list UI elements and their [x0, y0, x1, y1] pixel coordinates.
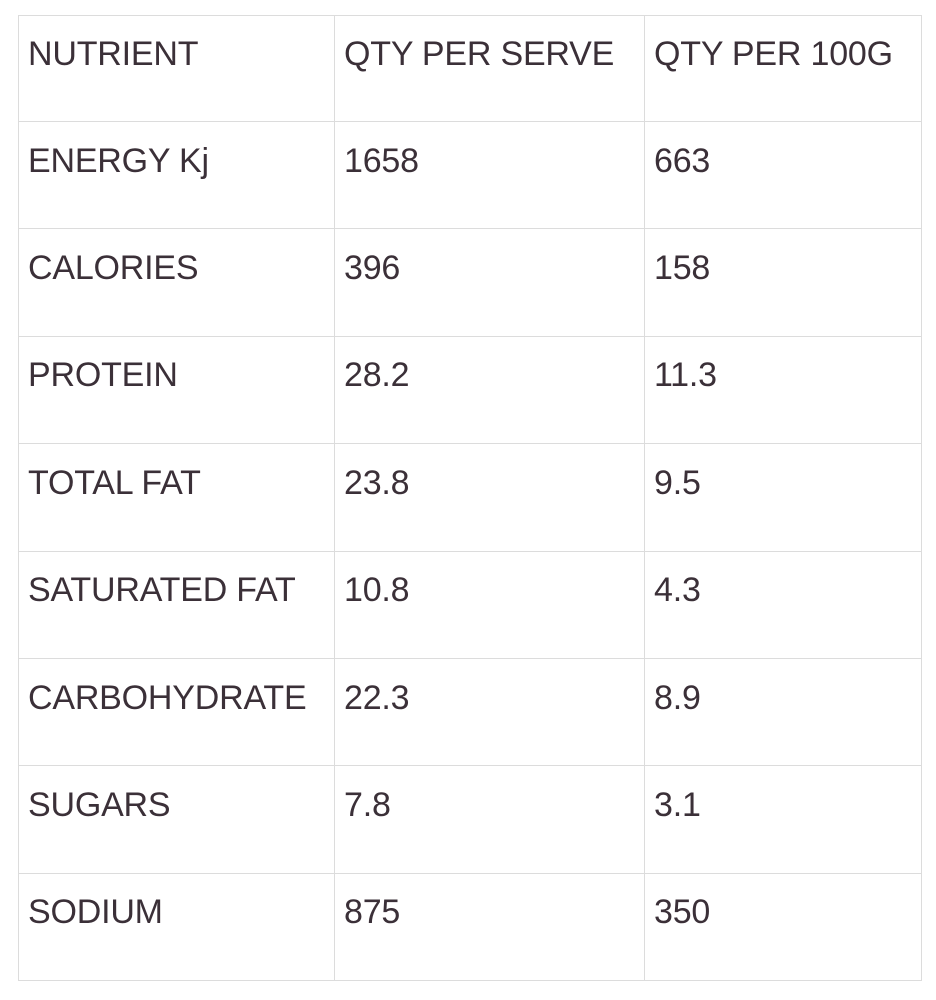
qty-per-100g-value: 9.5 — [654, 463, 701, 502]
qty-per-100g-cell: 663 — [644, 120, 922, 230]
table-row: CARBOHYDRATE 22.3 8.9 — [18, 657, 922, 767]
qty-per-100g-cell: 11.3 — [644, 335, 922, 445]
qty-per-100g-value: 8.9 — [654, 678, 701, 717]
nutrient-cell: ENERGY Kj — [18, 120, 335, 230]
qty-per-serve-cell: 22.3 — [334, 657, 645, 767]
nutrient-cell: SUGARS — [18, 765, 335, 874]
qty-per-serve-value: 10.8 — [344, 571, 410, 610]
table-row: SUGARS 7.8 3.1 — [18, 765, 922, 874]
nutrient-cell: PROTEIN — [18, 335, 335, 445]
header-nutrient-label: NUTRIENT — [28, 35, 199, 73]
qty-per-serve-cell: 875 — [334, 872, 645, 982]
qty-per-serve-cell: 396 — [334, 228, 645, 337]
nutrient-name: CALORIES — [28, 249, 199, 288]
header-qty-per-100g: QTY PER 100G — [644, 15, 922, 122]
nutrient-cell: CALORIES — [18, 228, 335, 337]
header-qty-per-100g-label: QTY PER 100G — [654, 35, 893, 73]
nutrient-cell: SATURATED FAT — [18, 550, 335, 659]
nutrient-name: SUGARS — [28, 785, 171, 824]
nutrient-name: SODIUM — [28, 893, 163, 932]
nutrient-cell: TOTAL FAT — [18, 443, 335, 552]
nutrient-name: ENERGY Kj — [28, 141, 209, 180]
qty-per-serve-value: 875 — [344, 893, 401, 932]
header-qty-per-serve-label: QTY PER SERVE — [344, 35, 615, 73]
table-row: ENERGY Kj 1658 663 — [18, 120, 922, 230]
qty-per-serve-cell: 7.8 — [334, 765, 645, 874]
qty-per-serve-cell: 28.2 — [334, 335, 645, 445]
table-row: SODIUM 875 350 — [18, 872, 922, 982]
qty-per-100g-value: 158 — [654, 249, 711, 288]
nutrient-cell: SODIUM — [18, 872, 335, 982]
qty-per-100g-cell: 158 — [644, 228, 922, 337]
nutrient-cell: CARBOHYDRATE — [18, 657, 335, 767]
qty-per-serve-cell: 23.8 — [334, 443, 645, 552]
qty-per-100g-value: 11.3 — [654, 356, 717, 395]
qty-per-serve-value: 23.8 — [344, 463, 410, 502]
header-qty-per-serve: QTY PER SERVE — [334, 15, 645, 122]
table-row: CALORIES 396 158 — [18, 228, 922, 337]
table-row: TOTAL FAT 23.8 9.5 — [18, 443, 922, 552]
nutrient-name: SATURATED FAT — [28, 571, 296, 610]
nutrient-name: PROTEIN — [28, 356, 178, 395]
qty-per-100g-cell: 9.5 — [644, 443, 922, 552]
qty-per-serve-cell: 10.8 — [334, 550, 645, 659]
qty-per-100g-cell: 350 — [644, 872, 922, 982]
header-nutrient: NUTRIENT — [18, 15, 335, 122]
qty-per-serve-value: 396 — [344, 249, 401, 288]
qty-per-100g-value: 3.1 — [654, 785, 701, 824]
qty-per-100g-value: 4.3 — [654, 571, 701, 610]
table-row: PROTEIN 28.2 11.3 — [18, 335, 922, 445]
qty-per-serve-value: 22.3 — [344, 678, 410, 717]
qty-per-100g-value: 350 — [654, 893, 711, 932]
table-header-row: NUTRIENT QTY PER SERVE QTY PER 100G — [18, 15, 922, 122]
nutrition-table: NUTRIENT QTY PER SERVE QTY PER 100G ENER… — [18, 15, 922, 982]
qty-per-serve-value: 1658 — [344, 141, 419, 180]
table-row: SATURATED FAT 10.8 4.3 — [18, 550, 922, 659]
qty-per-serve-cell: 1658 — [334, 120, 645, 230]
qty-per-100g-cell: 3.1 — [644, 765, 922, 874]
qty-per-100g-cell: 4.3 — [644, 550, 922, 659]
qty-per-100g-value: 663 — [654, 141, 711, 180]
qty-per-100g-cell: 8.9 — [644, 657, 922, 767]
nutrient-name: TOTAL FAT — [28, 463, 201, 502]
qty-per-serve-value: 7.8 — [344, 785, 391, 824]
qty-per-serve-value: 28.2 — [344, 356, 410, 395]
nutrient-name: CARBOHYDRATE — [28, 678, 307, 717]
